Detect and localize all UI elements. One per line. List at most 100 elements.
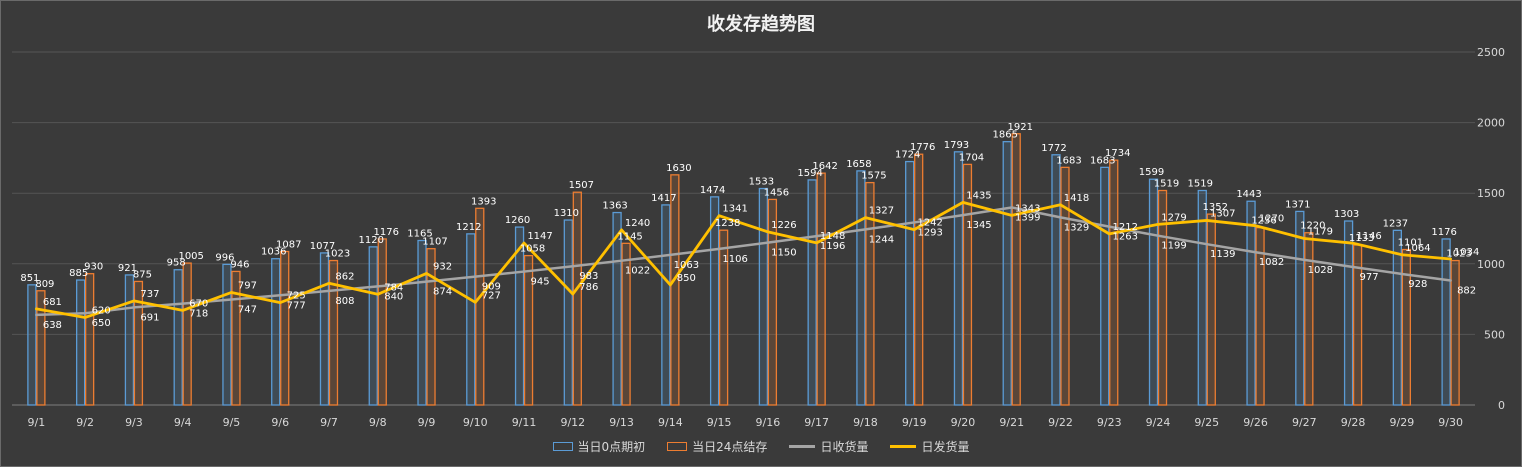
legend-label-series-2: 日收货量 [820,440,869,454]
data-label-series-0: 1594 [797,168,822,179]
data-label-series-0: 851 [20,273,39,284]
legend-item-series-2: 日收货量 [789,438,868,455]
data-label-series-3: 725 [287,291,306,302]
data-label-series-1: 1005 [178,251,203,262]
x-tick-label: 9/7 [320,416,338,429]
bar-series-1 [621,242,631,406]
data-label-series-1: 1456 [764,187,789,198]
data-label-series-1: 946 [230,259,249,270]
data-label-series-2: 1028 [1308,265,1333,276]
data-label-series-3: 784 [384,282,403,293]
legend-swatch-series-0 [552,442,573,451]
bar-series-0 [514,226,525,406]
bar-series-0 [953,151,964,406]
data-label-series-3: 1226 [771,220,796,231]
data-label-series-1: 1630 [666,163,691,174]
bar-series-0 [222,263,232,406]
data-label-series-0: 1519 [1188,179,1213,190]
bar-series-0 [905,160,915,406]
data-label-series-3: 1179 [1308,227,1333,238]
bar-series-0 [368,246,378,406]
x-tick-label: 9/27 [1292,416,1317,429]
data-label-series-3: 1242 [917,218,942,229]
data-label-series-0: 1237 [1383,218,1408,229]
data-label-series-2: 1063 [674,260,699,271]
bar-series-0 [1197,189,1207,406]
data-label-series-2: 1106 [722,254,747,265]
bar-series-1 [1206,213,1216,406]
x-tick-label: 9/2 [76,416,94,429]
x-tick-label: 9/21 [999,416,1024,429]
y-tick-label: 0 [1498,399,1505,412]
data-label-series-1: 1220 [1300,221,1325,232]
bar-series-1 [1401,248,1411,406]
data-label-series-2: 638 [43,320,62,331]
bar-series-1 [85,273,95,406]
data-label-series-0: 1212 [456,222,481,233]
data-label-series-2: 928 [1408,279,1427,290]
data-label-series-1: 1642 [812,161,837,172]
x-tick-label: 9/14 [658,416,683,429]
data-label-series-3: 862 [335,271,354,282]
data-label-series-0: 1443 [1236,189,1261,200]
data-label-series-3: 1034 [1454,247,1479,258]
data-label-series-1: 1087 [276,240,301,251]
bar-series-0 [612,211,622,406]
data-label-series-2: 808 [335,296,354,307]
x-tick-label: 9/1 [28,416,46,429]
x-tick-label: 9/10 [463,416,488,429]
chart-title: 收发存趋势图 [707,14,815,35]
bar-series-1 [231,270,241,406]
bar-series-0 [417,239,427,406]
data-label-series-1: 1256 [1251,216,1276,227]
data-label-series-0: 1036 [261,247,286,258]
data-label-series-1: 1023 [325,249,350,260]
data-label-series-2: 1022 [625,266,650,277]
data-label-series-0: 1417 [651,193,676,204]
data-label-series-3: 1270 [1259,214,1284,225]
bar-series-1 [670,174,680,406]
data-label-series-3: 1212 [1113,222,1138,233]
bar-series-1 [1109,159,1119,406]
data-label-series-0: 1165 [407,229,432,240]
bar-series-0 [76,279,86,406]
x-tick-label: 9/24 [1146,416,1171,429]
data-label-series-2: 977 [1360,272,1379,283]
data-label-series-3: 797 [238,280,257,291]
bar-series-0 [27,284,37,406]
data-label-series-2: 909 [482,282,501,293]
data-label-series-1: 1683 [1056,155,1081,166]
line-series-2 [35,206,1452,317]
data-label-series-0: 996 [215,252,234,263]
data-label-series-2: 1082 [1259,257,1284,268]
legend-swatch-series-3 [890,445,917,448]
bar-series-0 [1343,220,1354,406]
data-label-series-1: 1352 [1203,202,1228,213]
x-tick-label: 9/17 [804,416,829,429]
bar-series-0 [1295,210,1305,406]
data-label-series-1: 930 [84,262,103,273]
x-tick-label: 9/16 [756,416,781,429]
data-label-series-3: 1146 [1356,231,1381,242]
bar-series-0 [563,219,573,406]
data-label-series-3: 727 [482,290,501,301]
data-label-series-2: 1263 [1113,232,1138,243]
data-label-series-0: 1363 [602,201,627,212]
data-label-series-2: 1199 [1161,241,1186,252]
bar-series-0 [124,274,135,406]
data-label-series-1: 1176 [374,227,399,238]
data-label-series-2: 1329 [1064,222,1089,233]
data-label-series-2: 1196 [820,241,845,252]
bar-series-0 [1392,229,1402,406]
data-label-series-1: 1101 [1398,238,1423,249]
data-label-series-3: 620 [92,305,111,316]
x-tick-label: 9/8 [369,416,387,429]
x-tick-label: 9/6 [271,416,289,429]
x-tick-label: 9/12 [560,416,585,429]
data-label-series-3: 786 [579,282,598,293]
bar-series-1 [182,262,192,406]
bar-series-0 [1441,238,1451,406]
data-label-series-1: 809 [35,279,54,290]
legend-label-series-0: 当日0点期初 [577,440,646,454]
data-label-series-3: 1343 [1015,203,1040,214]
